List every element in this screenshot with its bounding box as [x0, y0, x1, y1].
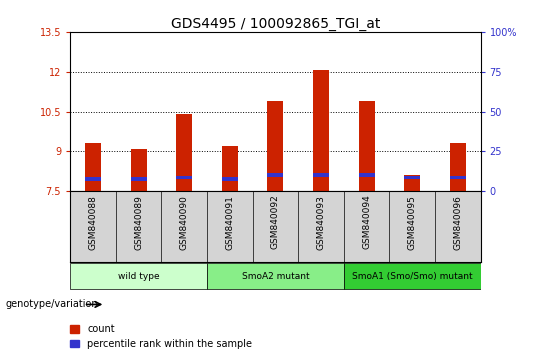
Bar [404, 176, 420, 179]
Text: genotype/variation: genotype/variation [5, 299, 98, 309]
Bar [85, 143, 101, 191]
Legend: count, percentile rank within the sample: count, percentile rank within the sample [70, 324, 252, 349]
Text: GSM840089: GSM840089 [134, 195, 143, 250]
Text: SmoA2 mutant: SmoA2 mutant [241, 272, 309, 281]
Bar [313, 173, 329, 177]
Bar [131, 149, 146, 191]
Bar [176, 176, 192, 179]
Text: GSM840092: GSM840092 [271, 195, 280, 250]
Bar [313, 70, 329, 191]
Text: SmoA1 (Smo/Smo) mutant: SmoA1 (Smo/Smo) mutant [352, 272, 472, 281]
Text: GSM840093: GSM840093 [316, 195, 326, 250]
Bar [359, 101, 375, 191]
Bar [222, 177, 238, 181]
Bar [85, 177, 101, 181]
Bar [450, 143, 466, 191]
Text: wild type: wild type [118, 272, 159, 281]
Title: GDS4495 / 100092865_TGI_at: GDS4495 / 100092865_TGI_at [171, 17, 380, 31]
Bar [344, 263, 481, 289]
Text: GSM840090: GSM840090 [180, 195, 188, 250]
Text: GSM840088: GSM840088 [89, 195, 98, 250]
Bar [131, 177, 146, 181]
Bar [267, 173, 284, 177]
Bar [222, 146, 238, 191]
Text: GSM840091: GSM840091 [225, 195, 234, 250]
Text: GSM840096: GSM840096 [453, 195, 462, 250]
Bar [359, 173, 375, 177]
Text: GSM840095: GSM840095 [408, 195, 417, 250]
Bar [267, 101, 284, 191]
Bar [207, 263, 344, 289]
Bar [404, 175, 420, 191]
Bar [176, 114, 192, 191]
Text: GSM840094: GSM840094 [362, 195, 371, 250]
Bar [450, 176, 466, 179]
Bar [70, 263, 207, 289]
